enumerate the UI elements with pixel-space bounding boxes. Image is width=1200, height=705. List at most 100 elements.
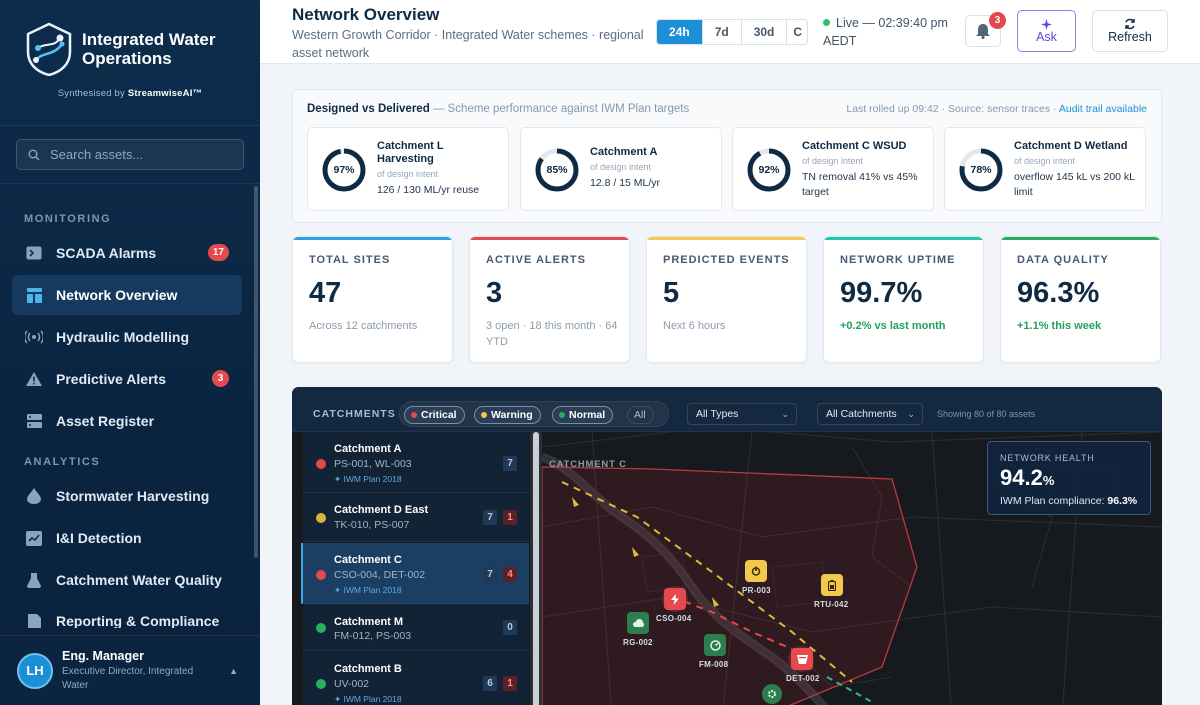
progress-ring	[535, 148, 579, 192]
audit-trail-link[interactable]: Audit trail available	[1058, 103, 1147, 115]
catchment-list: Catchment A PS-001, WL-003 ✦ IWM Plan 20…	[301, 432, 529, 705]
sidebar-item-label: I&I Detection	[56, 530, 142, 546]
sparkle-icon	[1041, 18, 1052, 30]
sidebar-item-asset-register[interactable]: Asset Register	[12, 401, 242, 441]
sidebar-item-label: Network Overview	[56, 287, 178, 303]
scheme-sub: of design intent	[590, 162, 652, 172]
catchment-assets: CSO-004, DET-002	[334, 569, 426, 581]
search-box[interactable]	[16, 139, 244, 170]
refresh-icon	[1125, 18, 1135, 30]
marker-label: CSO-004	[656, 614, 692, 623]
chart-check-icon	[25, 529, 43, 547]
kpi-label: ACTIVE ALERTS	[486, 254, 586, 266]
filter-normal-chip[interactable]: Normal	[552, 406, 614, 424]
asset-count: Showing 80 of 80 assets	[937, 409, 1036, 419]
kpi-note: +1.1% this week	[1017, 320, 1102, 332]
range-7d-button[interactable]: 7d	[702, 20, 742, 44]
list-item[interactable]: Catchment B UV-002 ✦ IWM Plan 2018 6 1	[303, 652, 529, 705]
scheme-name: Catchment A	[590, 146, 658, 158]
catchments-title: CATCHMENTS	[313, 408, 396, 420]
basin-icon[interactable]	[791, 648, 813, 670]
range-30d-button[interactable]: 30d	[741, 20, 788, 44]
kpi-accent-bar	[293, 237, 452, 240]
terminal-icon	[25, 244, 43, 262]
notification-count-badge: 3	[989, 12, 1006, 29]
search-input[interactable]	[50, 147, 230, 162]
list-item[interactable]: Catchment A PS-001, WL-003 ✦ IWM Plan 20…	[303, 432, 529, 493]
filter-critical-chip[interactable]: Critical	[404, 406, 465, 424]
sidebar-item-stormwater-harvesting[interactable]: Stormwater Harvesting	[12, 476, 242, 516]
kpi-note: Next 6 hours	[663, 320, 726, 332]
user-name: Eng. Manager	[62, 648, 144, 663]
flask-icon	[25, 571, 43, 589]
kpi-predicted-events[interactable]: PREDICTED EVENTS 5 Next 6 hours	[646, 236, 807, 363]
battery-icon[interactable]	[821, 574, 843, 596]
region-label: CATCHMENT C	[549, 459, 627, 470]
list-item[interactable]: Catchment D East TK-010, PS-007 7 1	[303, 494, 529, 542]
sidebar-item-scada-alarms[interactable]: SCADA Alarms 17	[12, 233, 242, 273]
filter-warning-chip[interactable]: Warning	[474, 406, 541, 424]
notifications-button[interactable]: 3	[965, 12, 1006, 47]
sidebar-item-network-overview[interactable]: Network Overview	[12, 275, 242, 315]
ring-fill	[959, 148, 1003, 192]
catchment-name: Catchment B	[334, 663, 402, 675]
server-icon	[25, 412, 43, 430]
ring-percent: 78%	[970, 164, 992, 176]
gauge-icon[interactable]	[704, 634, 726, 656]
sidebar-item-label: Reporting & Compliance	[56, 613, 220, 628]
range-custom-button[interactable]: C	[787, 20, 807, 44]
sidebar-item-reporting-compliance[interactable]: Reporting & Compliance	[12, 602, 242, 628]
kpi-total-sites[interactable]: TOTAL SITES 47 Across 12 catchments	[292, 236, 453, 363]
list-scrollbar[interactable]	[530, 432, 542, 705]
kpi-active-alerts[interactable]: ACTIVE ALERTS 3 3 open · 18 this month ·…	[469, 236, 630, 363]
kpi-data-quality[interactable]: DATA QUALITY 96.3% +1.1% this week	[1000, 236, 1161, 363]
dvd-card[interactable]: 92% Catchment C WSUD of design intent TN…	[732, 127, 934, 211]
alert-count-badge: 1	[503, 510, 517, 525]
droplet-icon	[25, 487, 43, 505]
grid-icon	[25, 286, 43, 304]
status-dot-icon	[316, 513, 326, 523]
progress-ring	[747, 148, 791, 192]
dvd-card[interactable]: 97% Catchment L Harvesting of design int…	[307, 127, 509, 211]
bolt-icon[interactable]	[664, 588, 686, 610]
sidebar-item-catchment-water-quality[interactable]: Catchment Water Quality	[12, 560, 242, 600]
user-profile[interactable]: LH Eng. Manager Executive Director, Inte…	[0, 635, 260, 705]
dvd-card[interactable]: 85% Catchment A of design intent 12.8 / …	[520, 127, 722, 211]
scrollbar-thumb[interactable]	[533, 432, 539, 705]
dvd-meta: Last rolled up 09:42 · Source: sensor tr…	[846, 103, 1147, 115]
type-select[interactable]: All Types ⌄	[687, 403, 797, 425]
kpi-network-uptime[interactable]: NETWORK UPTIME 99.7% +0.2% vs last month	[823, 236, 984, 363]
alert-count-badge: 1	[503, 676, 517, 691]
scheme-sub: of design intent	[1014, 156, 1076, 166]
brand-header: Integrated Water Operations Synthesised …	[0, 0, 260, 126]
kpi-label: TOTAL SITES	[309, 254, 391, 266]
filter-all-chip[interactable]: All	[627, 406, 654, 424]
sidebar-item-hydraulic-modelling[interactable]: Hydraulic Modelling	[12, 317, 242, 357]
dvd-card[interactable]: 78% Catchment D Wetland of design intent…	[944, 127, 1146, 211]
catchment-select[interactable]: All Catchments ⌄	[817, 403, 923, 425]
kpi-accent-bar	[647, 237, 806, 240]
broadcast-icon	[25, 328, 43, 346]
sidebar-item-label: Predictive Alerts	[56, 371, 166, 387]
kpi-label: NETWORK UPTIME	[840, 254, 956, 266]
gear-icon[interactable]	[762, 684, 782, 704]
ask-ai-button[interactable]: Ask	[1017, 10, 1076, 52]
sidebar-item-ii-detection[interactable]: I&I Detection	[12, 518, 242, 558]
caret-up-icon[interactable]: ▲	[229, 666, 238, 676]
kpi-note: Across 12 catchments	[309, 320, 418, 332]
list-item[interactable]: Catchment M FM-012, PS-003 0	[303, 605, 529, 651]
cloud-icon[interactable]	[627, 612, 649, 634]
kpi-label: PREDICTED EVENTS	[663, 254, 790, 266]
power-icon[interactable]	[745, 560, 767, 582]
sidebar-item-predictive-alerts[interactable]: Predictive Alerts 3	[12, 359, 242, 399]
health-compliance: IWM Plan compliance: 96.3%	[1000, 495, 1138, 507]
list-item-selected[interactable]: Catchment C CSO-004, DET-002 ✦ IWM Plan …	[301, 543, 529, 604]
refresh-button[interactable]: Refresh	[1092, 10, 1168, 52]
range-24h-button[interactable]: 24h	[657, 20, 703, 44]
live-status: Live — 02:39:40 pm AEDT	[823, 16, 948, 48]
status-dot-icon	[411, 412, 417, 418]
asset-count-badge: 7	[483, 567, 497, 582]
kpi-label: DATA QUALITY	[1017, 254, 1109, 266]
sidebar-scrollbar[interactable]	[254, 186, 258, 558]
scheme-name: Catchment D Wetland	[1014, 140, 1128, 152]
